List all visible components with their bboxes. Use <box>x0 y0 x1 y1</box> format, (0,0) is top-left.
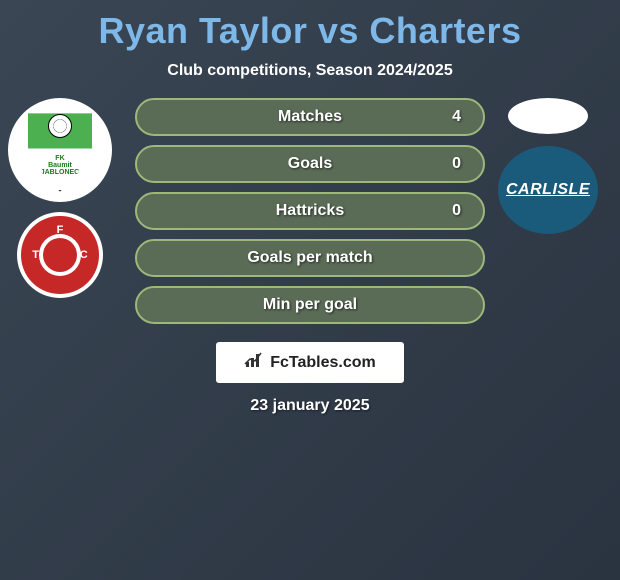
stat-row-goals: Goals 0 <box>135 145 485 183</box>
left-logos-column: FK Baumit JABLONEC F T C <box>8 98 112 298</box>
jablonec-text-lower: JABLONEC <box>41 169 80 176</box>
stat-row-matches: Matches 4 <box>135 98 485 136</box>
stat-row-hattricks: Hattricks 0 <box>135 192 485 230</box>
ball-icon <box>48 114 72 138</box>
fleetwood-letter-t: T <box>32 249 39 261</box>
stats-column: Matches 4 Goals 0 Hattricks 0 Goals per … <box>135 98 485 324</box>
fleetwood-circle-icon: F T C <box>21 216 98 293</box>
jablonec-text-mid: Baumit <box>48 162 72 169</box>
right-logos-column: CARLISLE <box>498 98 598 234</box>
stat-label: Goals per match <box>247 249 372 267</box>
jablonec-shield-icon: FK Baumit JABLONEC <box>24 108 97 191</box>
stat-value: 4 <box>452 108 461 126</box>
stat-value: 0 <box>452 155 461 173</box>
stat-row-goals-per-match: Goals per match <box>135 239 485 277</box>
stat-label: Hattricks <box>276 202 344 220</box>
stat-label: Min per goal <box>263 296 357 314</box>
jablonec-text-upper: FK <box>55 155 64 162</box>
carlisle-text: CARLISLE <box>506 181 590 199</box>
ellipse-logo <box>508 98 588 134</box>
fleetwood-letter-c: C <box>80 249 88 261</box>
page-title: Ryan Taylor vs Charters <box>98 10 521 52</box>
fleetwood-inner-icon <box>39 234 81 276</box>
fleetwood-letter-f: F <box>57 224 64 236</box>
fleetwood-core-icon <box>43 238 77 272</box>
page-subtitle: Club competitions, Season 2024/2025 <box>167 62 452 80</box>
stat-value: 0 <box>452 202 461 220</box>
stat-label: Matches <box>278 108 342 126</box>
main-row: FK Baumit JABLONEC F T C M <box>0 98 620 324</box>
carlisle-logo: CARLISLE <box>498 146 598 234</box>
footer-date: 23 january 2025 <box>250 397 369 415</box>
jablonec-text: FK Baumit JABLONEC <box>41 155 80 176</box>
chart-icon <box>244 352 264 373</box>
attribution-box: FcTables.com <box>216 342 404 383</box>
jablonec-logo: FK Baumit JABLONEC <box>8 98 112 202</box>
attribution-text: FcTables.com <box>270 354 376 372</box>
stat-row-min-per-goal: Min per goal <box>135 286 485 324</box>
stat-label: Goals <box>288 155 332 173</box>
fleetwood-logo: F T C <box>17 212 103 298</box>
